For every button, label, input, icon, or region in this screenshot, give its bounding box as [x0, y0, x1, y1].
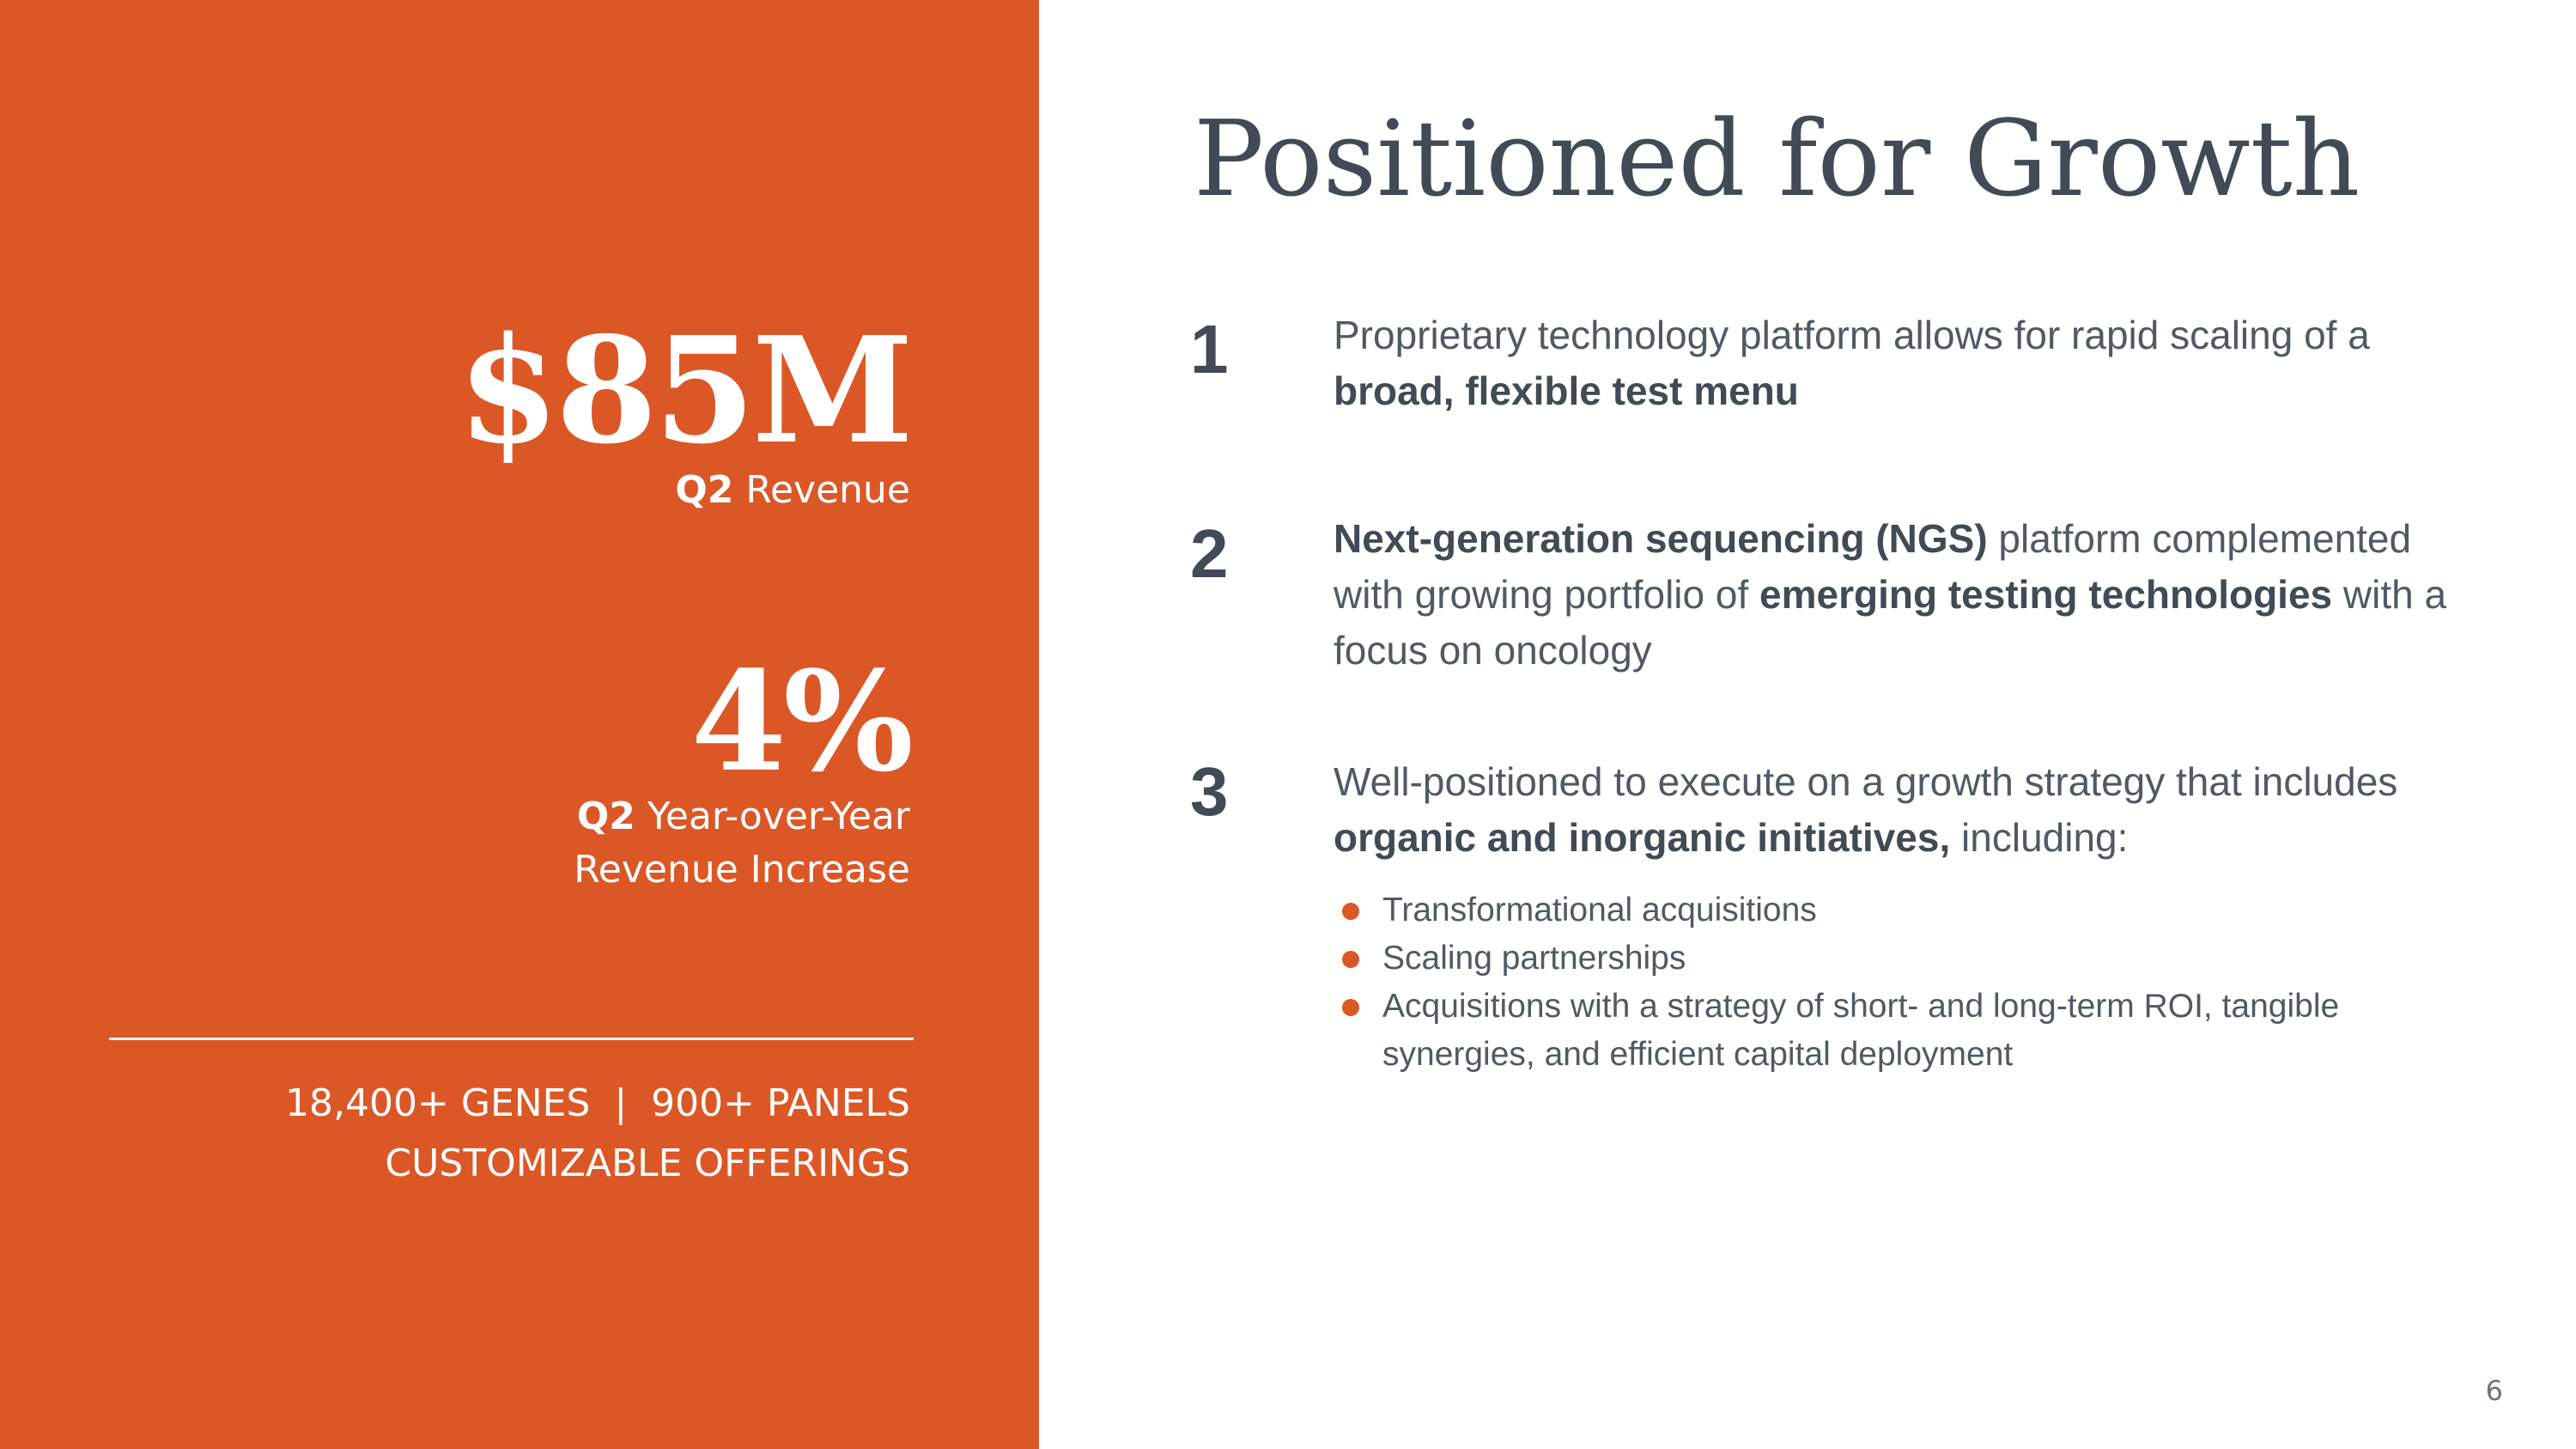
point-3-text-2: including:: [1950, 815, 2129, 860]
point-2-text-1: platform complemented with growing portf…: [1334, 516, 2412, 617]
stat-yoy-label-bold: Q2: [576, 795, 635, 838]
bullet-dot-icon: [1342, 951, 1359, 968]
stat-revenue-value: $85M: [457, 305, 914, 477]
list-item-text: Scaling partnerships: [1382, 940, 1686, 977]
stat-yoy-label: Q2 Year-over-Year: [574, 790, 910, 843]
point-2-bold-2: emerging testing technologies: [1759, 572, 2333, 617]
list-item-text: Transformational acquisitions: [1382, 892, 1817, 928]
point-1-text: Proprietary technology platform allows f…: [1334, 313, 2370, 357]
growth-initiatives-list: Transformational acquisitions Scaling pa…: [1342, 886, 2458, 1079]
list-item: Transformational acquisitions: [1342, 886, 2458, 935]
point-1-bold: broad, flexible test menu: [1334, 368, 1799, 413]
point-2-bold-1: Next-generation sequencing (NGS): [1334, 516, 1988, 561]
bullet-dot-icon: [1342, 903, 1359, 920]
point-text-1: Proprietary technology platform allows f…: [1334, 307, 2476, 419]
point-text-2: Next-generation sequencing (NGS) platfor…: [1334, 511, 2476, 679]
offerings-line-2: CUSTOMIZABLE OFFERINGS: [385, 1142, 910, 1185]
list-item: Scaling partnerships: [1342, 935, 2458, 983]
point-number-1: 1: [1190, 311, 1229, 387]
point-text-3: Well-positioned to execute on a growth s…: [1334, 754, 2476, 866]
stat-yoy-label-line2: Revenue Increase: [574, 848, 910, 892]
list-item-text: Acquisitions with a strategy of short- a…: [1382, 988, 2340, 1073]
bullet-dot-icon: [1342, 999, 1359, 1016]
left-stats-panel: $85M Q2 Revenue 4% Q2 Year-over-Year Rev…: [0, 0, 1039, 1449]
point-3-text-1: Well-positioned to execute on a growth s…: [1334, 759, 2398, 804]
point-2-text-2: with a focus on oncology: [1334, 572, 2447, 673]
point-number-3: 3: [1190, 753, 1229, 830]
list-item: Acquisitions with a strategy of short- a…: [1342, 983, 2458, 1079]
point-3-bold: organic and inorganic initiatives,: [1334, 815, 1951, 860]
point-number-2: 2: [1190, 515, 1229, 592]
stat-revenue: $85M Q2 Revenue: [457, 305, 914, 517]
stat-revenue-label-bold: Q2: [675, 468, 734, 512]
stat-yoy-increase: 4% Q2 Year-over-Year Revenue Increase: [574, 641, 914, 897]
stat-yoy-label-rest: Year-over-Year: [635, 795, 910, 838]
stat-revenue-label-rest: Revenue: [733, 468, 910, 512]
stat-yoy-value: 4%: [690, 641, 914, 802]
offerings-summary: 18,400+ GENES | 900+ PANELS CUSTOMIZABLE…: [285, 1074, 910, 1194]
slide-title: Positioned for Growth: [1194, 98, 2360, 220]
page-number: 6: [2485, 1374, 2503, 1407]
stat-revenue-label: Q2 Revenue: [458, 464, 910, 517]
offerings-line-1: 18,400+ GENES | 900+ PANELS: [285, 1081, 910, 1125]
panel-divider: [109, 1038, 914, 1040]
